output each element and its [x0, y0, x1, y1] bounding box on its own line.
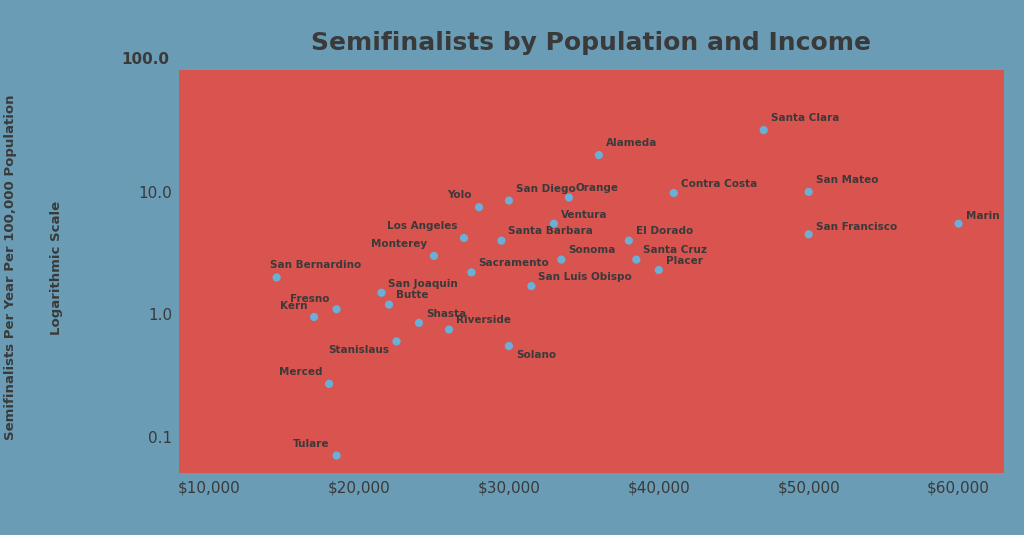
Text: Marin: Marin [966, 211, 999, 221]
Text: Tulare: Tulare [293, 439, 330, 449]
Text: Yolo: Yolo [447, 190, 472, 200]
Point [440, 325, 457, 334]
Point [381, 300, 397, 309]
Text: Shasta: Shasta [426, 309, 466, 319]
Text: Ventura: Ventura [561, 210, 607, 219]
Point [426, 251, 442, 260]
Point [321, 379, 337, 388]
Text: Monterey: Monterey [371, 239, 427, 249]
Point [306, 313, 323, 322]
Point [501, 342, 517, 350]
Text: Kern: Kern [280, 301, 307, 311]
Text: El Dorado: El Dorado [636, 226, 693, 236]
Text: Santa Barbara: Santa Barbara [508, 226, 593, 236]
Point [591, 151, 607, 159]
Point [628, 255, 644, 264]
Text: Fresno: Fresno [290, 294, 330, 304]
Text: San Bernardino: San Bernardino [269, 261, 360, 271]
Text: Stanislaus: Stanislaus [329, 345, 389, 355]
Text: Los Angeles: Los Angeles [386, 221, 457, 231]
Text: Solano: Solano [516, 350, 556, 360]
Point [621, 236, 637, 245]
Point [463, 268, 479, 277]
Text: Merced: Merced [279, 367, 323, 377]
Point [268, 273, 285, 282]
Point [456, 234, 472, 242]
Text: Semifinalists Per Year Per 100,000 Population: Semifinalists Per Year Per 100,000 Popul… [4, 95, 16, 440]
Point [950, 219, 967, 228]
Text: Orange: Orange [575, 184, 618, 193]
Text: San Diego: San Diego [516, 184, 575, 194]
Point [650, 266, 667, 274]
Text: Riverside: Riverside [456, 316, 511, 325]
Point [329, 452, 345, 460]
Text: Santa Clara: Santa Clara [771, 113, 839, 123]
Text: Butte: Butte [396, 291, 428, 301]
Point [388, 337, 404, 346]
Point [329, 305, 345, 314]
Text: San Mateo: San Mateo [816, 175, 879, 185]
Point [801, 230, 817, 239]
Text: San Luis Obispo: San Luis Obispo [539, 272, 632, 282]
Text: Placer: Placer [666, 256, 702, 266]
Point [494, 236, 510, 245]
Text: Logarithmic Scale: Logarithmic Scale [50, 201, 62, 334]
Point [523, 282, 540, 291]
Text: Santa Cruz: Santa Cruz [643, 246, 708, 255]
Point [501, 196, 517, 205]
Text: San Joaquin: San Joaquin [388, 279, 458, 288]
Point [553, 255, 569, 264]
Point [411, 319, 427, 327]
Point [801, 188, 817, 196]
Text: Alameda: Alameda [606, 138, 657, 148]
Point [666, 189, 682, 197]
Point [471, 203, 487, 211]
Point [561, 193, 578, 202]
Text: Sonoma: Sonoma [568, 246, 615, 255]
Point [546, 219, 562, 228]
Text: Sacramento: Sacramento [478, 258, 549, 268]
Text: San Francisco: San Francisco [816, 221, 897, 232]
Point [374, 288, 390, 297]
Text: 100.0: 100.0 [121, 52, 169, 67]
Point [756, 126, 772, 134]
Title: Semifinalists by Population and Income: Semifinalists by Population and Income [311, 31, 871, 55]
Text: Contra Costa: Contra Costa [681, 179, 757, 189]
